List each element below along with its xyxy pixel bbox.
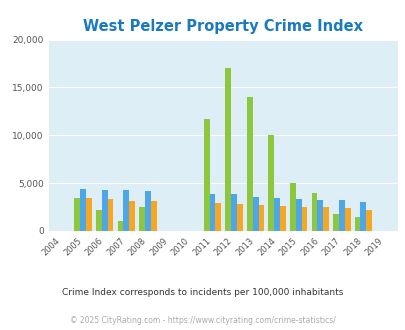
Bar bbox=[360, 202, 365, 231]
Bar bbox=[107, 199, 113, 231]
Bar bbox=[311, 193, 317, 231]
Bar bbox=[129, 201, 135, 231]
Bar bbox=[123, 190, 129, 231]
Bar bbox=[354, 216, 360, 231]
Bar bbox=[145, 191, 150, 231]
Bar bbox=[332, 214, 338, 231]
Bar bbox=[322, 207, 328, 231]
Bar bbox=[246, 97, 252, 231]
Bar bbox=[215, 203, 221, 231]
Bar bbox=[150, 201, 156, 231]
Bar bbox=[344, 208, 350, 231]
Bar bbox=[96, 210, 102, 231]
Bar bbox=[252, 197, 258, 231]
Bar bbox=[237, 204, 242, 231]
Title: West Pelzer Property Crime Index: West Pelzer Property Crime Index bbox=[83, 19, 362, 34]
Bar bbox=[279, 206, 285, 231]
Bar bbox=[117, 221, 123, 231]
Bar bbox=[338, 200, 344, 231]
Bar bbox=[317, 200, 322, 231]
Bar bbox=[289, 183, 295, 231]
Bar bbox=[268, 135, 274, 231]
Bar bbox=[274, 197, 279, 231]
Bar bbox=[225, 68, 230, 231]
Bar bbox=[301, 207, 307, 231]
Bar bbox=[102, 190, 107, 231]
Bar bbox=[80, 189, 86, 231]
Bar bbox=[139, 207, 145, 231]
Text: © 2025 CityRating.com - https://www.cityrating.com/crime-statistics/: © 2025 CityRating.com - https://www.city… bbox=[70, 315, 335, 325]
Bar bbox=[365, 210, 371, 231]
Bar bbox=[230, 194, 237, 231]
Bar bbox=[74, 198, 80, 231]
Text: Crime Index corresponds to incidents per 100,000 inhabitants: Crime Index corresponds to incidents per… bbox=[62, 287, 343, 297]
Bar bbox=[258, 205, 264, 231]
Bar bbox=[86, 197, 92, 231]
Bar bbox=[209, 194, 215, 231]
Bar bbox=[295, 199, 301, 231]
Bar bbox=[203, 119, 209, 231]
